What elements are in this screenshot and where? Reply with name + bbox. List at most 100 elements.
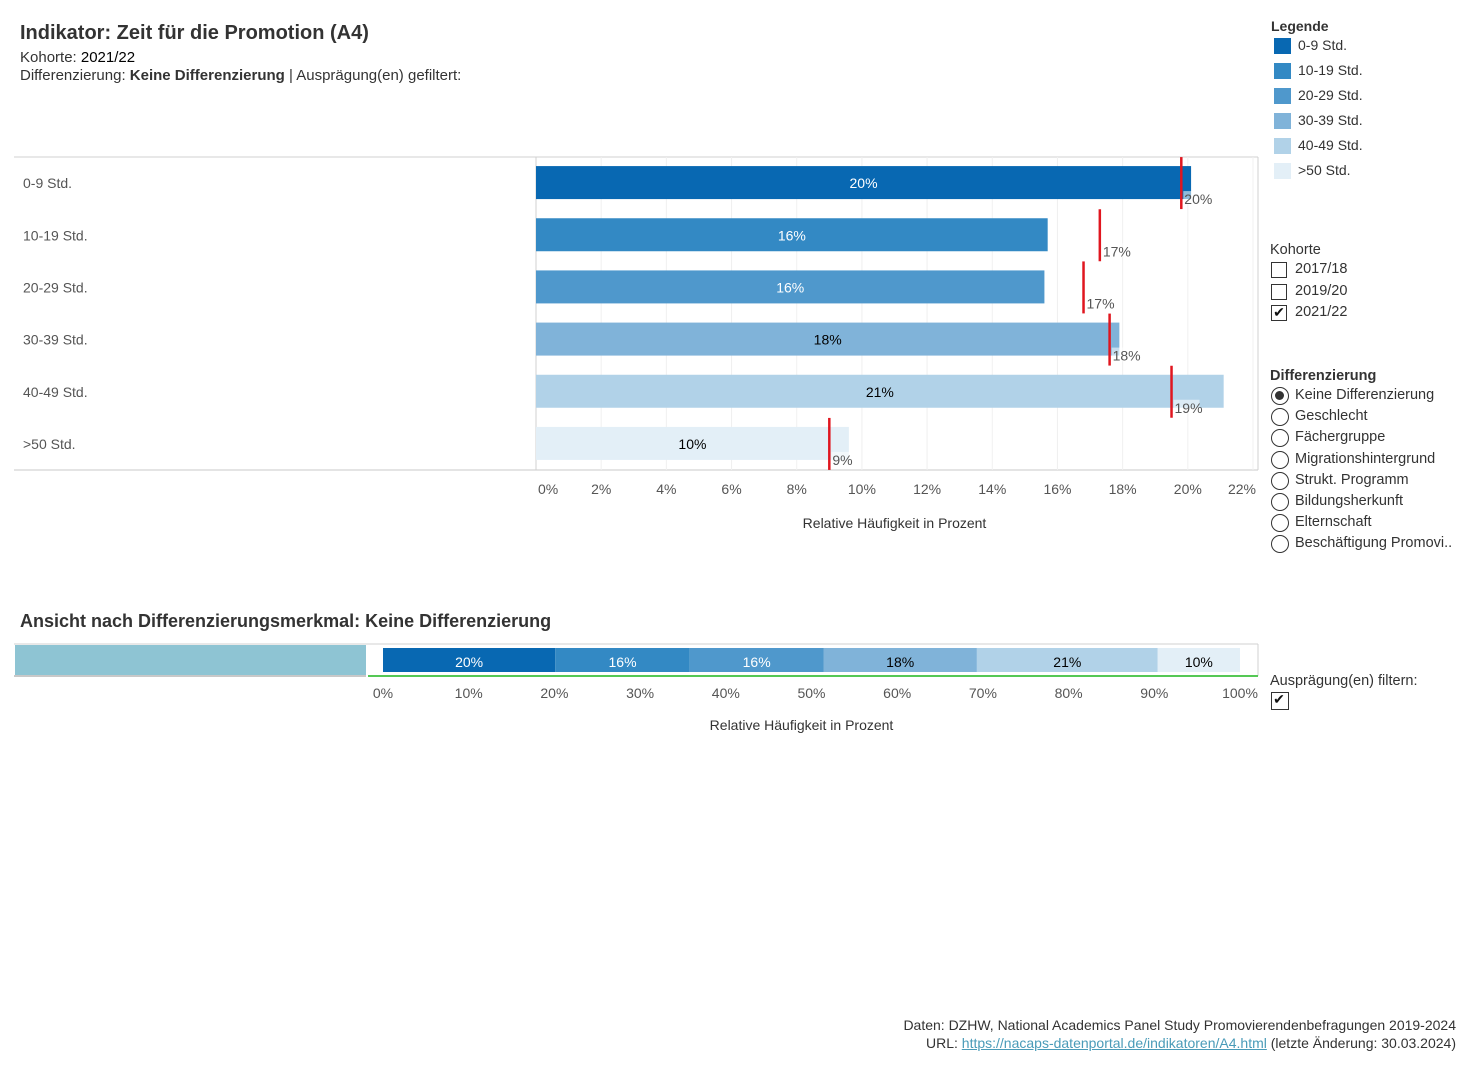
differenzierung-option-label: Geschlecht — [1295, 408, 1368, 425]
checkbox[interactable] — [1271, 262, 1287, 278]
category-label: 0-9 Std. — [23, 175, 72, 191]
x-tick-label: 16% — [1043, 481, 1071, 497]
stacked-segment — [555, 648, 690, 672]
reference-label-bg — [1101, 243, 1128, 258]
radio-button[interactable] — [1271, 514, 1289, 533]
radio-button[interactable] — [1271, 429, 1289, 448]
x-tick-label: 14% — [978, 481, 1006, 497]
diff-label: Differenzierung: — [20, 67, 130, 84]
x-tick-label: 30% — [626, 685, 654, 701]
segment-value-label: 16% — [609, 654, 637, 670]
differenzierung-option-label: Strukt. Programm — [1295, 471, 1409, 488]
bar-value-label: 18% — [814, 332, 842, 348]
diff-filter-title: Differenzierung — [1270, 368, 1377, 384]
differenzierung-option-label: Bildungsherkunft — [1295, 493, 1404, 509]
differenzierung-line: Differenzierung: Keine Differenzierung |… — [20, 67, 461, 84]
legend-label: 40-49 Std. — [1298, 137, 1363, 153]
reference-value-label: 17% — [1103, 243, 1131, 259]
differenzierung-option-label: Elternschaft — [1295, 514, 1372, 531]
category-label: 30-39 Std. — [23, 332, 88, 348]
reference-value-label: 20% — [1184, 191, 1212, 207]
legend-label: 10-19 Std. — [1298, 62, 1363, 78]
legend-swatch — [1274, 138, 1291, 154]
footer-url-label: URL: — [925, 1035, 962, 1051]
segment-value-label: 16% — [743, 654, 771, 670]
x-tick-label: 40% — [712, 685, 740, 701]
bar — [536, 374, 1224, 408]
radio-button[interactable] — [1271, 535, 1289, 554]
differenzierung-option-label: Migrationshintergrund — [1295, 450, 1436, 467]
x-tick-label: 80% — [1055, 685, 1083, 701]
footer-source: Daten: DZHW, National Academics Panel St… — [903, 1017, 1456, 1033]
kohorte-value: 2021/22 — [80, 49, 136, 66]
legend-label: >50 Std. — [1298, 162, 1351, 178]
reference-label-bg — [1183, 191, 1210, 206]
segment-value-label: 18% — [886, 654, 914, 670]
legend-swatch — [1274, 63, 1291, 79]
legend-swatch — [1274, 113, 1291, 129]
legend-swatch — [1274, 163, 1291, 179]
legend-label: 20-29 Std. — [1298, 87, 1363, 103]
auspraegung-filter-label: Ausprägung(en) filtern: — [1270, 673, 1418, 689]
differenzierung-option-label: Fächergruppe — [1295, 429, 1386, 446]
differenzierung-option-label: Keine Differenzierung — [1295, 387, 1435, 403]
radio-button[interactable] — [1271, 493, 1289, 511]
x-tick-label: 0% — [373, 685, 393, 701]
kohorte-line: Kohorte: 2021/22 — [20, 49, 135, 66]
x-tick-label: 20% — [540, 685, 568, 701]
stacked-segment — [823, 648, 977, 672]
x-tick-label: 22% — [1228, 481, 1256, 497]
kohorte-option-label: 2017/18 — [1295, 261, 1348, 277]
legend-swatch — [1274, 88, 1291, 104]
x-tick-label: 60% — [883, 685, 911, 701]
checkbox[interactable]: ✔ — [1271, 304, 1287, 321]
stacked-segment — [383, 648, 556, 672]
kohorte-filter-title: Kohorte — [1270, 242, 1321, 258]
kohorte-option-label: 2021/22 — [1295, 304, 1348, 320]
diff-value: Keine Differenzierung — [129, 67, 285, 84]
bar — [536, 218, 1048, 252]
x-tick-label: 0% — [538, 481, 558, 497]
x-tick-label: 50% — [797, 685, 825, 701]
category-label: 20-29 Std. — [23, 279, 88, 295]
footer-url-line: URL: https://nacaps-datenportal.de/indik… — [926, 1035, 1456, 1051]
reference-label-bg — [1173, 399, 1200, 414]
bar-value-label: 20% — [850, 175, 878, 191]
footer-url-suffix: (letzte Änderung: 30.03.2024) — [1266, 1035, 1456, 1051]
segment-value-label: 20% — [455, 654, 483, 670]
stacked-segment — [1157, 648, 1240, 672]
reference-value-label: 17% — [1087, 295, 1115, 311]
bar — [536, 426, 849, 460]
stacked-bar-chart: 20% 16% 16% 18% 21% 10% 0% 10% 20% 30% 40% 50% 60% 70… — [14, 643, 1259, 733]
reference-value-label: 18% — [1113, 348, 1141, 364]
checkmark-icon: ✔ — [1273, 691, 1285, 707]
x-tick-label: 70% — [969, 685, 997, 701]
category-label: 40-49 Std. — [23, 384, 88, 400]
radio-button[interactable] — [1271, 450, 1289, 469]
reference-label-bg — [831, 451, 858, 466]
checkbox[interactable] — [1271, 283, 1287, 300]
category-label: 10-19 Std. — [23, 227, 88, 243]
reference-value-label: 9% — [832, 452, 852, 468]
kohorte-label: Kohorte: — [20, 49, 81, 66]
x-tick-label: 20% — [1174, 481, 1202, 497]
x-tick-label: 90% — [1140, 685, 1168, 701]
bar — [536, 270, 1045, 304]
x-tick-label: 18% — [1109, 481, 1137, 497]
bar — [536, 322, 1120, 356]
x-tick-label: 8% — [787, 481, 807, 497]
legend-label: 30-39 Std. — [1298, 112, 1363, 128]
reference-label-bg — [1111, 347, 1138, 362]
radio-button[interactable] — [1271, 408, 1289, 427]
reference-value-label: 19% — [1175, 400, 1203, 416]
footer-url-link[interactable]: https://nacaps-datenportal.de/indikatore… — [961, 1035, 1267, 1051]
radio-button[interactable] — [1271, 387, 1289, 405]
radio-button[interactable] — [1271, 471, 1289, 490]
kohorte-option-label: 2019/20 — [1295, 282, 1348, 299]
diff-suffix: | Ausprägung(en) gefiltert: — [284, 67, 462, 84]
checkbox[interactable]: ✔ — [1271, 691, 1289, 710]
x-tick-label: 100% — [1222, 685, 1258, 701]
x-axis-label: Relative Häufigkeit in Prozent — [803, 515, 987, 531]
x-tick-label: 10% — [848, 481, 876, 497]
legend-swatch — [1274, 38, 1291, 54]
